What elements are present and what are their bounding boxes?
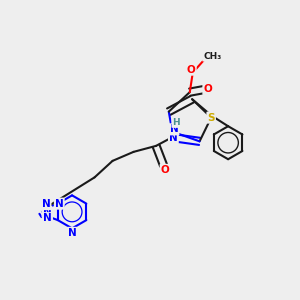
Text: N: N [169, 133, 178, 143]
Text: H: H [172, 118, 180, 127]
Text: N: N [43, 207, 51, 217]
Text: N: N [42, 199, 50, 209]
Text: N: N [170, 124, 178, 134]
Text: O: O [187, 64, 196, 75]
Text: O: O [203, 84, 212, 94]
Text: CH₃: CH₃ [203, 52, 221, 61]
Text: N: N [43, 213, 52, 223]
Text: S: S [207, 112, 215, 123]
Text: N: N [55, 199, 64, 208]
Text: O: O [161, 165, 170, 175]
Text: N: N [68, 228, 76, 238]
